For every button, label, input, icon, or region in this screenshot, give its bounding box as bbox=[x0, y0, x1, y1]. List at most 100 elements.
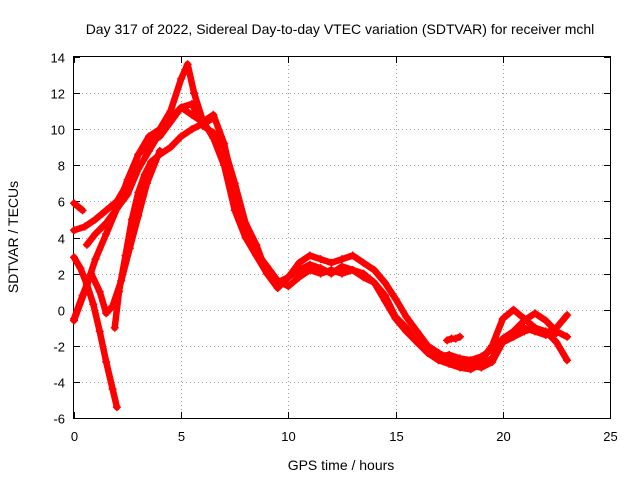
data-point bbox=[359, 273, 368, 282]
x-tick-label: 15 bbox=[389, 429, 403, 444]
data-point bbox=[177, 132, 186, 141]
y-tick-label: 6 bbox=[58, 195, 65, 210]
data-point bbox=[74, 202, 83, 211]
data-point bbox=[488, 354, 497, 363]
series-line-arc-3 bbox=[83, 104, 571, 373]
x-axis-label: GPS time / hours bbox=[288, 457, 395, 473]
data-point bbox=[89, 300, 98, 309]
data-point bbox=[455, 332, 464, 341]
data-point bbox=[239, 222, 248, 231]
data-point bbox=[488, 345, 497, 354]
data-point bbox=[115, 287, 124, 296]
data-point bbox=[121, 251, 130, 260]
data-point bbox=[145, 146, 154, 155]
data-point bbox=[134, 188, 143, 197]
data-point bbox=[102, 229, 111, 238]
data-point bbox=[445, 359, 454, 368]
data-point bbox=[402, 312, 411, 321]
data-point bbox=[541, 316, 550, 325]
data-point bbox=[187, 125, 196, 134]
y-tick-label: 12 bbox=[51, 87, 65, 102]
y-tick-label: -6 bbox=[53, 412, 65, 427]
data-point bbox=[140, 170, 149, 179]
data-point bbox=[252, 247, 261, 256]
data-point bbox=[80, 222, 89, 231]
data-point bbox=[413, 338, 422, 347]
data-point bbox=[273, 284, 282, 293]
data-point bbox=[78, 291, 87, 300]
data-point bbox=[91, 229, 100, 238]
data-point bbox=[284, 282, 293, 291]
data-point bbox=[243, 233, 252, 242]
data-point bbox=[327, 265, 336, 274]
data-point bbox=[466, 356, 475, 365]
y-tick-label: 14 bbox=[51, 51, 65, 66]
data-point bbox=[451, 334, 460, 343]
data-point bbox=[209, 128, 218, 137]
data-point bbox=[78, 206, 87, 215]
data-point bbox=[134, 150, 143, 159]
data-point bbox=[509, 305, 518, 314]
data-point bbox=[530, 309, 539, 318]
data-point bbox=[338, 262, 346, 271]
data-point bbox=[247, 240, 256, 249]
data-point bbox=[423, 349, 432, 358]
data-point bbox=[443, 336, 452, 345]
data-point bbox=[70, 314, 78, 323]
data-point bbox=[520, 323, 529, 332]
data-point bbox=[155, 150, 164, 159]
data-point bbox=[190, 89, 199, 98]
axis-ticks bbox=[74, 57, 611, 419]
data-point bbox=[262, 262, 271, 271]
data-point bbox=[327, 258, 336, 267]
data-point bbox=[166, 143, 175, 152]
y-axis-label: SDTVAR / TECUs bbox=[5, 181, 21, 293]
data-point bbox=[380, 291, 389, 300]
data-point bbox=[552, 329, 561, 338]
grid bbox=[74, 57, 610, 418]
data-point bbox=[552, 338, 561, 347]
y-tick-label: 8 bbox=[58, 159, 65, 174]
data-point bbox=[563, 332, 572, 341]
data-point bbox=[220, 139, 229, 148]
x-tick-label: 25 bbox=[603, 429, 617, 444]
plot-frame bbox=[73, 56, 611, 419]
x-tick-label: 10 bbox=[281, 429, 295, 444]
data-point bbox=[177, 74, 186, 83]
data-point bbox=[391, 312, 400, 321]
data-point bbox=[338, 269, 346, 278]
data-point bbox=[455, 363, 464, 372]
data-point bbox=[187, 110, 196, 119]
data-point bbox=[273, 276, 282, 285]
y-tick-label: 10 bbox=[51, 123, 65, 138]
series-line-arc-6 bbox=[111, 115, 217, 332]
data-point bbox=[370, 265, 379, 274]
x-tick-label: 0 bbox=[71, 429, 78, 444]
data-point bbox=[91, 255, 100, 264]
y-tick-label: -4 bbox=[53, 376, 65, 391]
series-line-arc-1 bbox=[70, 60, 571, 368]
data-point bbox=[145, 132, 154, 141]
y-tick-label: 0 bbox=[58, 304, 65, 319]
data-point bbox=[498, 334, 507, 343]
data-point bbox=[305, 251, 314, 260]
data-point bbox=[209, 114, 218, 123]
data-point bbox=[198, 119, 207, 128]
data-point bbox=[235, 211, 244, 220]
data-point bbox=[230, 197, 239, 206]
data-point bbox=[108, 385, 117, 394]
data-point bbox=[95, 327, 104, 336]
data-point bbox=[498, 314, 507, 323]
y-tick-labels: -6 -4 -2 0 2 4 6 8 10 12 14 bbox=[51, 51, 65, 427]
data-point bbox=[70, 253, 78, 262]
data-point bbox=[284, 273, 293, 282]
data-point bbox=[70, 199, 78, 208]
data-point bbox=[87, 269, 96, 278]
data-point bbox=[434, 352, 443, 361]
data-point bbox=[76, 264, 85, 273]
data-point bbox=[348, 251, 357, 260]
data-point bbox=[102, 358, 111, 367]
data-point bbox=[455, 354, 464, 363]
data-point bbox=[391, 294, 400, 303]
